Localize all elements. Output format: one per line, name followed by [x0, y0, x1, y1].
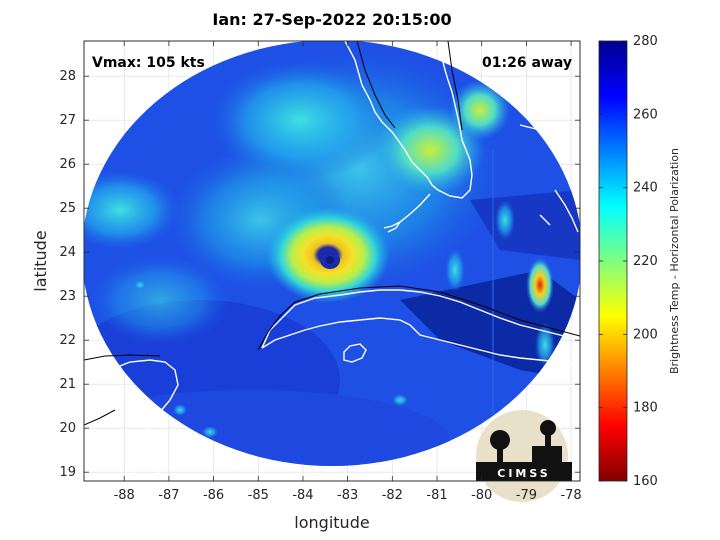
- vmax-label: Vmax: 105 kts: [92, 55, 205, 71]
- y-tick-label: 28: [59, 69, 76, 84]
- x-axis-label: longitude: [294, 513, 369, 532]
- colorbar: [598, 40, 628, 482]
- x-tick-label: -84: [292, 488, 313, 503]
- x-tick-label: -80: [471, 488, 492, 503]
- x-tick-label: -78: [560, 488, 581, 503]
- x-tick-label: -87: [158, 488, 179, 503]
- y-tick-label: 20: [59, 421, 76, 436]
- x-tick-label: -81: [426, 488, 447, 503]
- colorbar-tick-label: 180: [633, 401, 658, 416]
- storm-eye: [326, 256, 334, 264]
- x-tick-label: -85: [248, 488, 269, 503]
- x-axis: -88 -87 -86 -85 -84 -83 -82 -81 -80 -79 -78: [114, 41, 582, 503]
- x-tick-label: -86: [203, 488, 224, 503]
- cimss-logo: CIMSS: [476, 410, 572, 502]
- y-tick-label: 26: [59, 157, 76, 172]
- coastlines: [84, 41, 580, 481]
- y-axis-label: latitude: [31, 230, 50, 291]
- x-tick-label: -82: [382, 488, 403, 503]
- colorbar-tick-label: 200: [633, 327, 658, 342]
- brightness-temp-swath: [84, 41, 580, 466]
- colorbar-ticks: 160 180 200 220 240 260 280: [599, 34, 658, 489]
- y-tick-label: 24: [59, 245, 76, 260]
- y-tick-label: 22: [59, 333, 76, 348]
- colorbar-tick-label: 280: [633, 34, 658, 49]
- x-tick-label: -79: [516, 488, 537, 503]
- y-tick-label: 23: [59, 289, 76, 304]
- colorbar-tick-label: 220: [633, 254, 658, 269]
- y-tick-label: 21: [59, 377, 76, 392]
- colorbar-tick-label: 240: [633, 181, 658, 196]
- colorbar-tick-label: 260: [633, 107, 658, 122]
- y-tick-label: 27: [59, 113, 76, 128]
- time-away-label: 01:26 away: [482, 55, 572, 71]
- y-axis: 19 20 21 22 23 24 25 26 27 28: [59, 69, 580, 480]
- colorbar-tick-label: 160: [633, 474, 658, 489]
- colorbar-label: Brightness Temp - Horizontal Polarizatio…: [668, 148, 681, 374]
- y-tick-label: 19: [59, 465, 76, 480]
- x-tick-label: -83: [337, 488, 358, 503]
- figure-title: Ian: 27-Sep-2022 20:15:00: [212, 10, 452, 29]
- cimss-logo-text: CIMSS: [497, 467, 550, 480]
- y-tick-label: 25: [59, 201, 76, 216]
- x-tick-label: -88: [114, 488, 135, 503]
